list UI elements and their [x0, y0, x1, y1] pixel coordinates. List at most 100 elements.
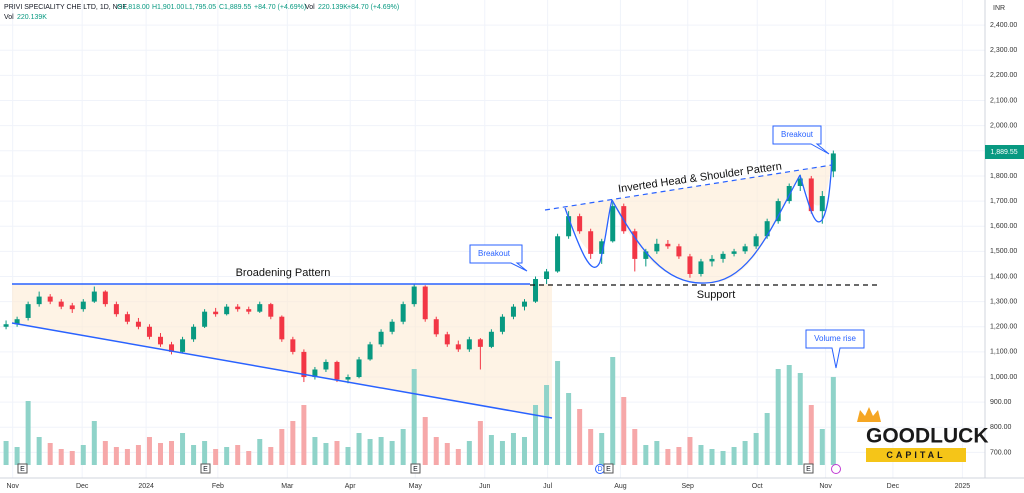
- candle-body: [499, 316, 505, 332]
- x-tick-label: Sep: [682, 483, 695, 490]
- volume: [3, 357, 836, 465]
- volume-bar: [433, 437, 439, 465]
- price-axis-bg: [985, 0, 1024, 493]
- volume-bar: [367, 439, 373, 465]
- candle-body: [202, 311, 208, 327]
- candle-body: [25, 304, 31, 318]
- volume-bar: [113, 447, 119, 465]
- support-trendline: [11, 322, 553, 419]
- x-tick-label: Apr: [345, 483, 357, 490]
- volume-bar: [102, 441, 108, 465]
- candle-body: [47, 296, 53, 302]
- candle-body: [411, 286, 417, 305]
- x-tick-label: Nov: [819, 483, 832, 490]
- y-tick-label: 2,400.00: [990, 22, 1017, 29]
- y-tick-label: 700.00: [990, 449, 1012, 456]
- left-shoulder: [564, 199, 613, 268]
- event-marker: [803, 463, 814, 474]
- volume-bar: [91, 421, 97, 465]
- event-label: E: [413, 466, 418, 473]
- candle-body: [599, 241, 605, 254]
- volume-bar: [69, 451, 75, 465]
- logo-name: GOODLUCK: [866, 425, 989, 448]
- candle-body: [753, 236, 759, 247]
- candle-body: [797, 178, 803, 186]
- vol-value: 220.139K: [318, 4, 348, 11]
- logo: GOODLUCK CAPITAL: [857, 407, 989, 462]
- volume-bar: [312, 437, 318, 465]
- candle-body: [544, 271, 550, 279]
- volume-bar: [345, 447, 351, 465]
- volume-bar: [544, 385, 550, 465]
- candle-body: [566, 216, 572, 237]
- y-tick-label: 800.00: [990, 424, 1012, 431]
- candle-body: [102, 291, 108, 305]
- breakout-label: Breakout: [478, 249, 511, 258]
- volume-bar: [246, 451, 252, 465]
- volume-bar: [577, 409, 583, 465]
- candle-body: [268, 304, 274, 317]
- volume-bar: [687, 437, 693, 465]
- candle-body: [665, 243, 671, 247]
- volume-bar: [643, 445, 649, 465]
- candle-body: [124, 314, 130, 322]
- volume-bar: [764, 413, 770, 465]
- head: [611, 174, 801, 284]
- candle-body: [786, 186, 792, 202]
- volume-bar: [588, 429, 594, 465]
- volume-rise-label: Volume rise: [814, 334, 856, 343]
- candle-body: [731, 251, 737, 254]
- volume-bar: [47, 443, 53, 465]
- y-tick-label: 1,600.00: [990, 223, 1017, 230]
- volume-bar: [786, 365, 792, 465]
- volume-bar: [80, 445, 86, 465]
- candle-body: [180, 339, 186, 352]
- candle-body: [510, 306, 516, 317]
- x-tick-label: 2024: [138, 483, 154, 490]
- events: E E E D E E: [17, 463, 841, 474]
- candle-body: [80, 301, 86, 310]
- vol-label: Vol: [4, 14, 14, 21]
- candle-body: [632, 231, 638, 259]
- candle-body: [279, 316, 285, 340]
- candle-body: [775, 201, 781, 222]
- volume-bar: [466, 441, 472, 465]
- low: L1,795.05: [185, 4, 216, 11]
- close: C1,889.55: [219, 4, 251, 11]
- event-label: E: [806, 466, 811, 473]
- candle-body: [455, 344, 461, 350]
- candle-body: [698, 261, 704, 274]
- volume-bar: [521, 437, 527, 465]
- candle-body: [36, 296, 42, 305]
- head-shoulder-fill: [545, 160, 832, 284]
- event-label: E: [20, 466, 25, 473]
- candle-body: [290, 339, 296, 352]
- x-tick-label: Nov: [6, 483, 19, 490]
- volume-bar: [753, 433, 759, 465]
- volume-bar: [400, 429, 406, 465]
- volume-bar: [202, 441, 208, 465]
- volume-bar: [455, 449, 461, 465]
- event-marker: [17, 463, 28, 474]
- candle-body: [334, 361, 340, 380]
- candle-body: [643, 251, 649, 259]
- candle-body: [378, 331, 384, 345]
- volume-bar: [356, 433, 362, 465]
- event-label: D: [597, 466, 602, 473]
- vol-value: 220.139K: [17, 14, 47, 21]
- candle-body: [323, 361, 329, 370]
- candle-body: [676, 246, 682, 257]
- candle-body: [3, 324, 9, 327]
- volume-bar: [709, 449, 715, 465]
- broadening-fill: [12, 284, 552, 418]
- y-tick-label: 1,200.00: [990, 324, 1017, 331]
- volume-bar: [124, 449, 130, 465]
- candle-body: [808, 178, 814, 212]
- last-price-label: 1,889.55: [990, 149, 1017, 156]
- x-tick-label: 2025: [955, 483, 971, 490]
- event-label: E: [203, 466, 208, 473]
- x-tick-label: Oct: [752, 483, 763, 490]
- change: +84.70 (+4.69%): [254, 4, 306, 11]
- x-tick-label: Mar: [281, 483, 294, 490]
